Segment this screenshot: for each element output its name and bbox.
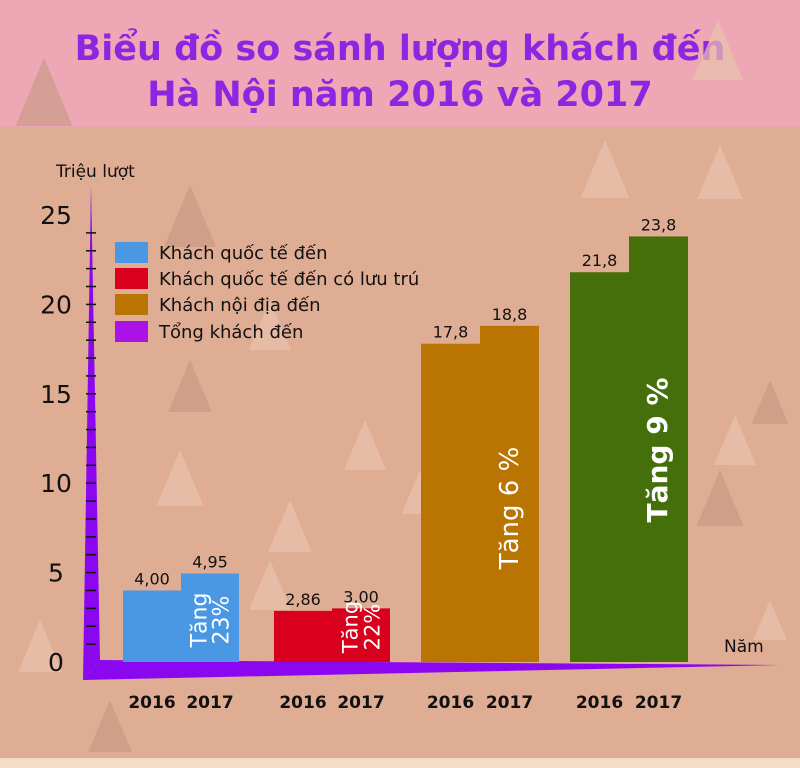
background-triangle xyxy=(753,600,787,640)
x-axis xyxy=(83,660,780,680)
background-triangle xyxy=(15,58,73,126)
background-triangles xyxy=(15,20,789,752)
legend-label: Khách nội địa đến xyxy=(159,295,321,316)
bar xyxy=(629,236,688,662)
background-triangle xyxy=(580,140,630,198)
data-label: 4,95 xyxy=(192,552,228,571)
bar xyxy=(123,590,181,662)
x-tick-label: 2017 xyxy=(337,693,384,713)
legend-label: Khách quốc tế đến xyxy=(159,243,328,264)
background-triangle xyxy=(18,620,62,672)
bar xyxy=(332,608,390,662)
background-triangle xyxy=(156,450,204,506)
background-triangle xyxy=(88,700,132,752)
background-triangle xyxy=(163,185,217,247)
x-tick-label: 2017 xyxy=(635,693,682,713)
y-axis xyxy=(83,185,100,680)
data-label: 21,8 xyxy=(582,251,618,270)
data-label: 2,86 xyxy=(285,590,321,609)
legend-swatch xyxy=(115,294,148,315)
y-tick-label: 15 xyxy=(40,380,72,409)
data-label: 3,00 xyxy=(343,587,379,606)
bar xyxy=(421,343,480,662)
background-triangle xyxy=(249,560,291,610)
y-tick-label: 10 xyxy=(40,469,72,498)
x-tick-label: 2017 xyxy=(486,693,533,713)
x-tick-label: 2016 xyxy=(427,693,474,713)
x-tick-label: 2016 xyxy=(128,693,175,713)
increase-annotation: Tăng22% xyxy=(338,601,384,654)
legend-swatch xyxy=(115,242,148,263)
x-tick-label: 2016 xyxy=(576,693,623,713)
bar xyxy=(274,610,332,662)
background-triangle xyxy=(344,420,386,470)
y-axis-title: Triệu lượt xyxy=(55,162,135,182)
bar xyxy=(181,573,239,662)
y-tick-label: 5 xyxy=(48,559,64,588)
title-line-2: Hà Nội năm 2016 và 2017 xyxy=(147,75,653,115)
bar xyxy=(480,325,539,662)
title-line-1: Biểu đồ so sánh lượng khách đến xyxy=(74,29,726,69)
bottom-strip xyxy=(0,758,800,768)
title-band xyxy=(0,0,800,127)
y-tick-label: 0 xyxy=(48,648,64,677)
legend-swatch xyxy=(115,268,148,289)
legend-label: Tổng khách đến xyxy=(158,322,303,343)
x-axis-title: Năm xyxy=(724,637,764,657)
data-label: 17,8 xyxy=(433,323,469,342)
y-tick-label: 20 xyxy=(40,290,72,319)
background-triangle xyxy=(714,415,756,465)
increase-annotation: Tăng 9 % xyxy=(641,377,674,522)
background-triangle xyxy=(751,380,789,424)
background-triangle xyxy=(692,20,744,80)
background-triangle xyxy=(696,470,744,526)
x-tick-label: 2016 xyxy=(279,693,326,713)
background-triangle xyxy=(697,145,743,199)
data-label: 4,00 xyxy=(134,569,170,588)
increase-annotation: Tăng23% xyxy=(188,593,235,649)
data-label: 18,8 xyxy=(492,305,528,324)
increase-annotation: Tăng 6 % xyxy=(495,447,525,571)
legend-label: Khách quốc tế đến có lưu trú xyxy=(159,269,419,290)
legend-swatch xyxy=(115,321,148,342)
background-triangle xyxy=(168,360,212,412)
x-tick-label: 2017 xyxy=(186,693,233,713)
data-label: 23,8 xyxy=(641,215,677,234)
background-triangle xyxy=(249,300,291,350)
bar xyxy=(570,272,629,662)
background-triangle xyxy=(268,500,312,552)
page-title: Biểu đồ so sánh lượng khách đến Hà Nội n… xyxy=(0,26,800,118)
y-tick-label: 25 xyxy=(40,201,72,230)
